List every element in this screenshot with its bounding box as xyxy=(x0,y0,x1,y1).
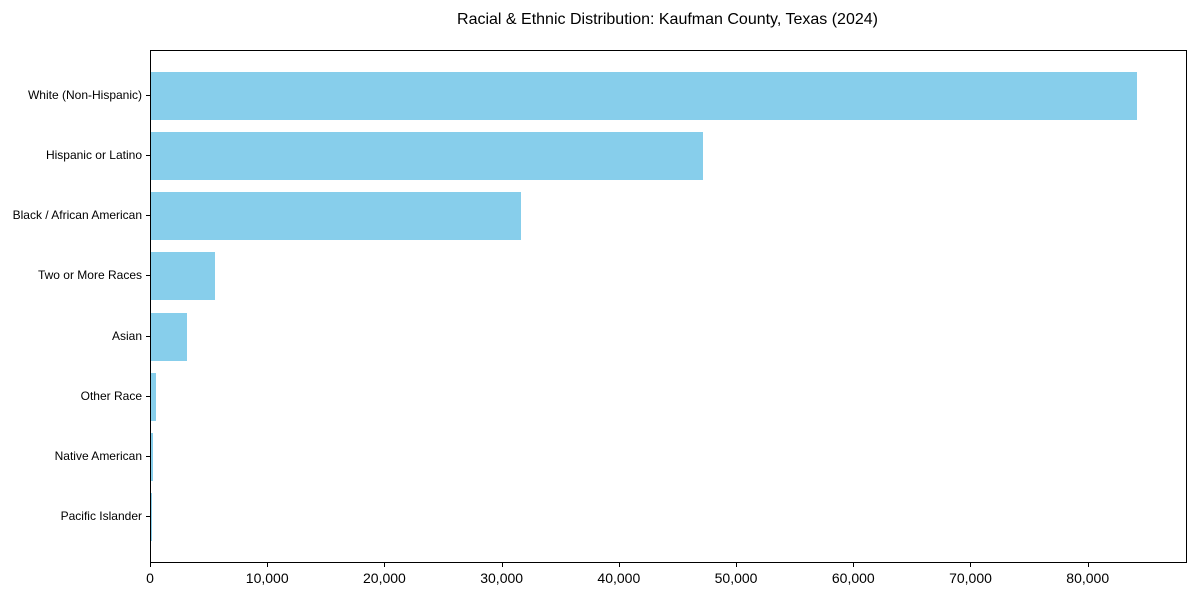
x-tick-label: 0 xyxy=(146,570,154,586)
bar-asian xyxy=(151,312,188,361)
x-tick-mark xyxy=(150,562,151,567)
y-tick-mark xyxy=(146,395,150,397)
plot-area xyxy=(150,50,1187,563)
bar-native-american xyxy=(151,432,154,481)
bar-other-race xyxy=(151,372,156,421)
y-label-other-race: Other Race xyxy=(80,388,142,403)
chart-title: Racial & Ethnic Distribution: Kaufman Co… xyxy=(457,11,878,28)
x-tick-label: 30,000 xyxy=(480,570,524,586)
x-tick-label: 70,000 xyxy=(949,570,992,586)
x-tick-label: 80,000 xyxy=(1066,570,1110,586)
bar-white-non-hispanic xyxy=(151,72,1137,121)
bar-two-or-more-races xyxy=(151,252,216,301)
x-tick-mark xyxy=(618,562,620,567)
x-tick-mark xyxy=(970,562,972,567)
y-label-two-or-more-races: Two or More Races xyxy=(37,268,142,283)
y-tick-mark xyxy=(146,515,150,517)
x-tick-label: 20,000 xyxy=(363,570,406,586)
x-tick-mark xyxy=(267,562,269,567)
x-tick-mark xyxy=(501,562,503,567)
x-tick-label: 10,000 xyxy=(245,570,289,586)
y-tick-mark xyxy=(146,275,150,277)
y-tick-mark xyxy=(146,95,150,97)
x-tick-mark xyxy=(1087,562,1089,567)
y-tick-mark xyxy=(146,455,150,457)
x-tick-label: 50,000 xyxy=(714,570,758,586)
x-tick-label: 40,000 xyxy=(597,570,641,586)
y-label-white-non-hispanic: White (Non-Hispanic) xyxy=(27,88,142,103)
x-tick-mark xyxy=(853,562,855,567)
bar-black-african-american xyxy=(151,192,522,241)
y-label-pacific-islander: Pacific Islander xyxy=(60,508,142,523)
x-tick-mark xyxy=(736,562,738,567)
y-tick-mark xyxy=(146,155,150,157)
x-tick-label: 60,000 xyxy=(831,570,875,586)
y-tick-mark xyxy=(146,215,150,217)
y-label-asian: Asian xyxy=(111,328,142,343)
x-tick-mark xyxy=(384,562,386,567)
bar-hispanic-or-latino xyxy=(151,132,704,181)
y-label-black-african-american: Black / African American xyxy=(12,208,142,223)
y-tick-mark xyxy=(146,335,150,337)
y-label-hispanic-or-latino: Hispanic or Latino xyxy=(45,148,142,163)
y-label-native-american: Native American xyxy=(54,448,142,463)
